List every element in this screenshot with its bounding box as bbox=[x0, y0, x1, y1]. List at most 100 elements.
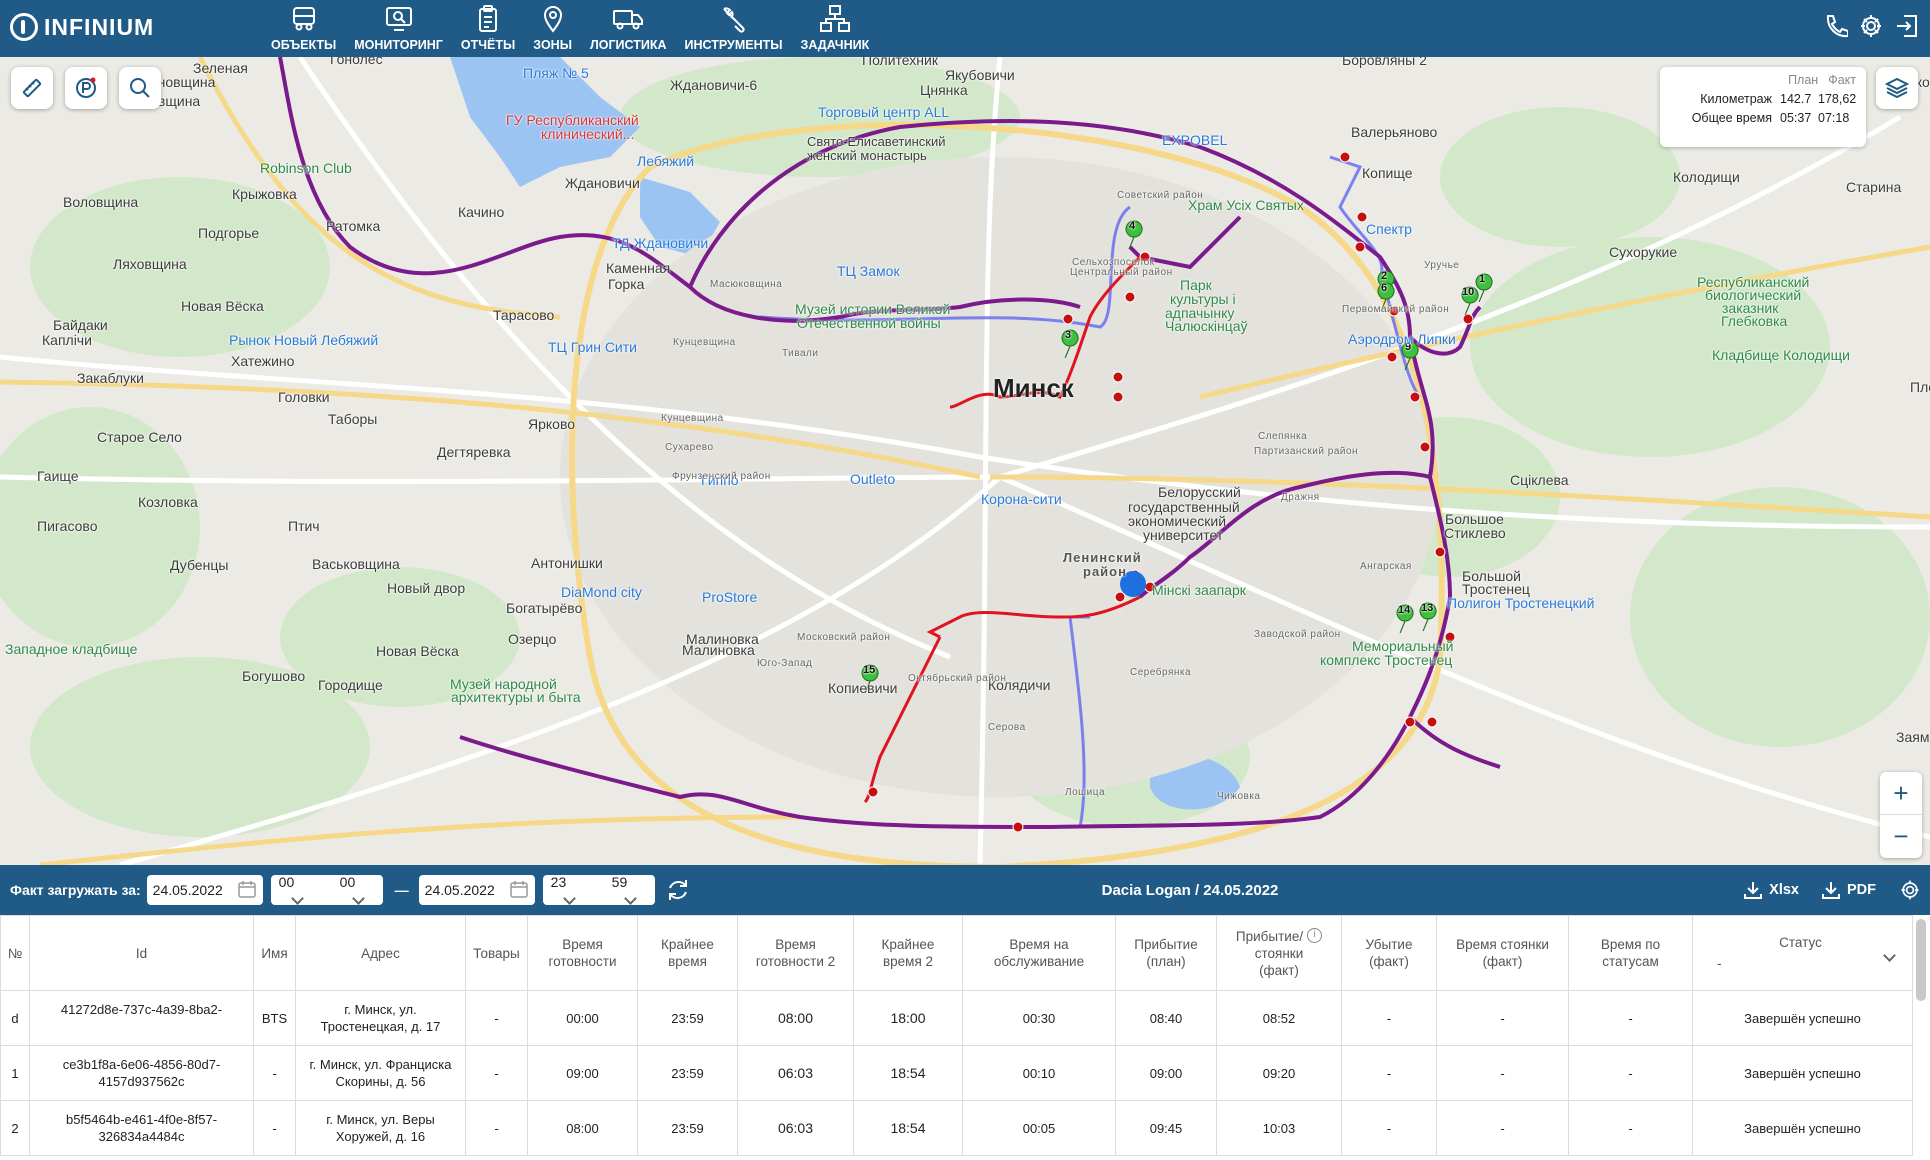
header-text: Товары bbox=[473, 945, 520, 961]
map-label: комплекс Тростенец bbox=[1320, 652, 1453, 668]
col-ready-time-2[interactable]: Время готовности 2 bbox=[737, 915, 854, 991]
layers-button[interactable] bbox=[1876, 67, 1918, 109]
map-label: Колядичи bbox=[988, 677, 1051, 693]
map-label: Богушово bbox=[242, 668, 306, 684]
hour-from-select[interactable]: 00 bbox=[279, 874, 314, 906]
nav-objects[interactable]: ОБЪЕКТЫ bbox=[262, 4, 345, 52]
export-xlsx-button[interactable]: Xlsx bbox=[1743, 880, 1799, 900]
map-label: архитектуры и быта bbox=[451, 689, 581, 705]
col-deadline[interactable]: Крайнее время bbox=[637, 915, 738, 991]
col-status-time[interactable]: Время по статусам bbox=[1568, 915, 1693, 991]
nav-logistics[interactable]: ЛОГИСТИКА bbox=[581, 4, 676, 52]
map-label: Таборы bbox=[328, 411, 378, 427]
col-deadline-2[interactable]: Крайнее время 2 bbox=[853, 915, 963, 991]
stop-number-label: 4 bbox=[1129, 220, 1136, 232]
header-text: (факт) bbox=[1482, 954, 1523, 969]
map-label: район bbox=[1083, 564, 1127, 579]
download-icon bbox=[1744, 882, 1763, 899]
map-label: Боровляны 2 bbox=[1342, 57, 1427, 68]
map-search-button[interactable] bbox=[119, 67, 161, 109]
col-departure-fact[interactable]: Убытие (факт) bbox=[1341, 915, 1437, 991]
header-text: время 2 bbox=[882, 954, 934, 969]
map-pin-icon bbox=[543, 6, 562, 33]
cell-arrival-fact: 08:52 bbox=[1216, 990, 1342, 1046]
zoom-out-button[interactable]: − bbox=[1893, 821, 1909, 851]
col-address[interactable]: Адрес bbox=[295, 915, 466, 991]
map-label: Спектр bbox=[1366, 221, 1412, 237]
col-id[interactable]: Id bbox=[29, 915, 254, 991]
gear-icon[interactable] bbox=[1858, 12, 1884, 40]
nav-monitoring[interactable]: МОНИТОРИНГ bbox=[345, 4, 452, 52]
orders-table: № Id Имя Адрес Товары Время готовности Кр… bbox=[0, 915, 1913, 1156]
col-status[interactable]: Статус - bbox=[1692, 915, 1913, 991]
col-name[interactable]: Имя bbox=[253, 915, 296, 991]
table-row[interactable]: d 41272d8e-737c-4a39-8ba2- BTS г. Минск,… bbox=[0, 990, 1913, 1046]
minute-to-select[interactable]: 59 bbox=[612, 874, 647, 906]
header-text: Время по bbox=[1600, 937, 1661, 952]
map-label: Кладбище Колодищи bbox=[1712, 347, 1850, 363]
map-label: Большой bbox=[1462, 568, 1521, 584]
cell-deadline2: 18:54 bbox=[853, 1100, 963, 1156]
header-text: (план) bbox=[1146, 954, 1186, 969]
minute-from-select[interactable]: 00 bbox=[340, 874, 375, 906]
phone-icon[interactable] bbox=[1822, 12, 1848, 40]
orders-table-container[interactable]: № Id Имя Адрес Товары Время готовности Кр… bbox=[0, 915, 1930, 1160]
cell-num: 2 bbox=[0, 1100, 30, 1156]
parking-button[interactable] bbox=[65, 67, 107, 109]
cell-id: 41272d8e-737c-4a39-8ba2- bbox=[29, 990, 254, 1046]
col-arrival-fact[interactable]: Прибытие/i стоянки (факт) bbox=[1216, 915, 1342, 991]
table-row[interactable]: 1 ce3b1f8a-6e06-4856-80d7-4157d937562c -… bbox=[0, 1045, 1913, 1101]
status-filter-select[interactable]: - bbox=[1717, 949, 1908, 972]
logout-icon[interactable] bbox=[1894, 12, 1920, 40]
stop-number-label: 14 bbox=[1398, 604, 1411, 616]
chevron-down-icon bbox=[562, 892, 576, 905]
zoom-in-button[interactable]: + bbox=[1880, 772, 1922, 815]
map-label: Политехник bbox=[862, 57, 938, 68]
map-label: ProStore bbox=[702, 589, 758, 605]
time-from-select[interactable]: 00 00 bbox=[270, 874, 383, 906]
date-to-input[interactable]: 24.05.2022 bbox=[418, 875, 535, 905]
header-text: Id bbox=[135, 945, 148, 961]
col-num[interactable]: № bbox=[0, 915, 30, 991]
map-label: Васьковщина bbox=[312, 556, 400, 572]
cell-status: Завершён успешно bbox=[1692, 990, 1913, 1046]
nav-reports[interactable]: ОТЧЁТЫ bbox=[452, 4, 524, 52]
info-icon[interactable]: i bbox=[1307, 927, 1323, 943]
map-view[interactable]: 1 2 3 4 6 9 10 13 14 15 Минск Зеленая Го… bbox=[0, 57, 1930, 865]
ruler-button[interactable] bbox=[11, 67, 53, 109]
map-label: ТД Ждановичи bbox=[612, 235, 709, 251]
map-label: Чалюскінцаў bbox=[1165, 318, 1248, 334]
cell-status-time: - bbox=[1568, 1100, 1693, 1156]
cell-stop-time: - bbox=[1436, 1045, 1569, 1101]
table-row[interactable]: 2 b5f5464b-e461-4f0e-8f57-326834a4484c -… bbox=[0, 1100, 1913, 1156]
nav-zones[interactable]: ЗОНЫ bbox=[524, 4, 581, 52]
col-goods[interactable]: Товары bbox=[465, 915, 528, 991]
wrench-icon bbox=[722, 7, 745, 33]
nav-tasks[interactable]: ЗАДАЧНИК bbox=[791, 4, 878, 52]
map-label: Тарасово bbox=[493, 307, 555, 323]
cell-address: г. Минск, ул. Тростенецкая, д. 17 bbox=[295, 990, 466, 1046]
date-from-input[interactable]: 24.05.2022 bbox=[146, 875, 263, 905]
table-scrollbar[interactable] bbox=[1916, 919, 1926, 1001]
logo[interactable]: INFINIUM bbox=[10, 12, 154, 42]
map-label: Ляховщина bbox=[113, 256, 187, 272]
gear-icon[interactable] bbox=[1898, 878, 1922, 902]
time-to-select[interactable]: 23 59 bbox=[542, 874, 655, 906]
col-ready-time[interactable]: Время готовности bbox=[527, 915, 638, 991]
map-label: Парк bbox=[1180, 277, 1212, 293]
map-label: Колодищи bbox=[1673, 169, 1740, 185]
col-service-time[interactable]: Время на обслуживание bbox=[962, 915, 1116, 991]
map-label: Музей народной bbox=[450, 676, 557, 692]
header-text: Крайнее bbox=[881, 937, 935, 952]
cell-status: Завершён успешно bbox=[1692, 1100, 1913, 1156]
export-pdf-button[interactable]: PDF bbox=[1821, 880, 1876, 900]
hour-to-select[interactable]: 23 bbox=[551, 874, 586, 906]
map-label: Пляж № 5 bbox=[523, 65, 589, 81]
parking-icon bbox=[76, 77, 96, 98]
refresh-icon[interactable] bbox=[665, 877, 691, 903]
col-arrival-plan[interactable]: Прибытие (план) bbox=[1115, 915, 1217, 991]
map-label: биологический bbox=[1705, 287, 1802, 303]
nav-tools[interactable]: ИНСТРУМЕНТЫ bbox=[676, 4, 792, 52]
col-stop-time[interactable]: Время стоянки (факт) bbox=[1436, 915, 1569, 991]
map-label: Дубенцы bbox=[170, 557, 229, 573]
